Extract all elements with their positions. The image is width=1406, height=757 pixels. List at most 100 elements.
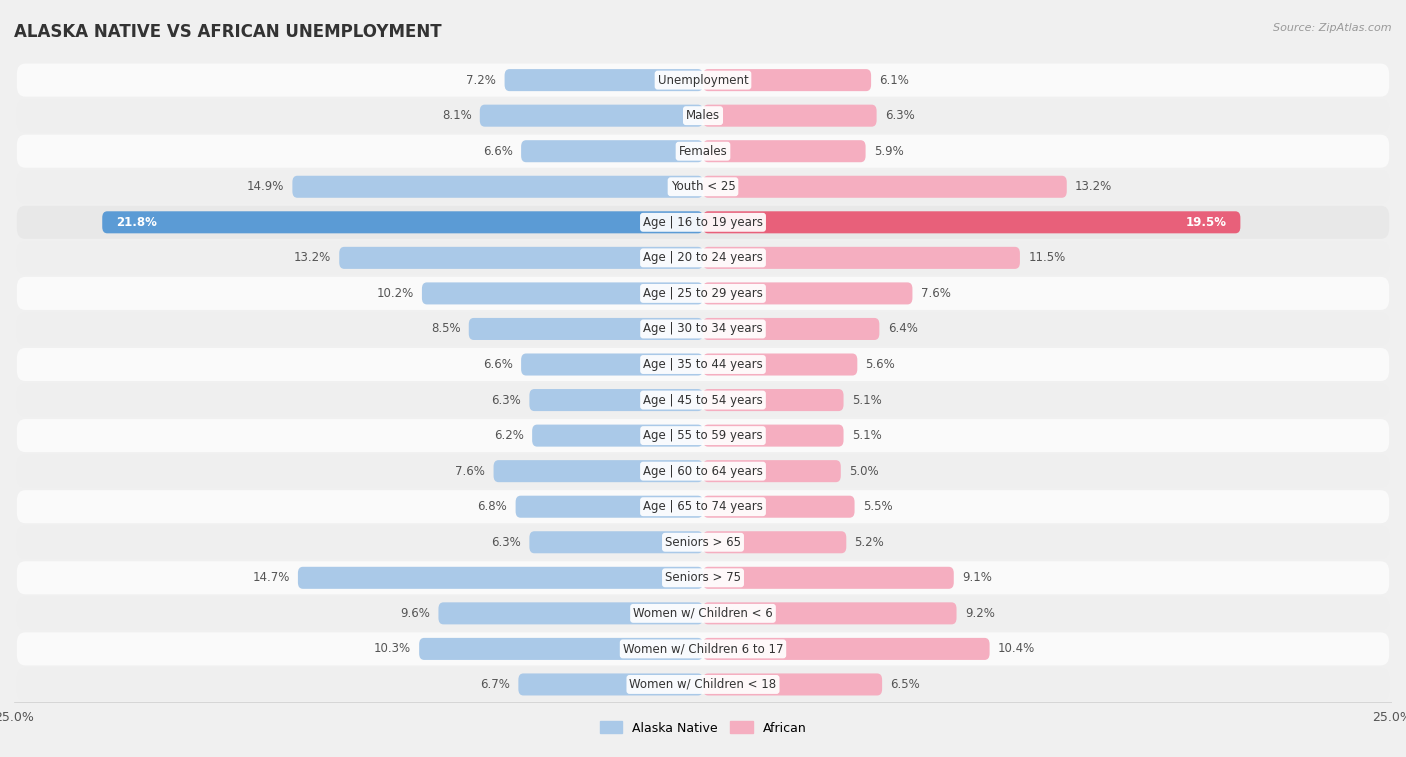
FancyBboxPatch shape [703, 69, 872, 91]
FancyBboxPatch shape [505, 69, 703, 91]
FancyBboxPatch shape [17, 313, 1389, 345]
Text: Age | 30 to 34 years: Age | 30 to 34 years [643, 322, 763, 335]
FancyBboxPatch shape [703, 247, 1019, 269]
Text: 13.2%: 13.2% [1076, 180, 1112, 193]
FancyBboxPatch shape [703, 567, 953, 589]
Text: 5.2%: 5.2% [855, 536, 884, 549]
FancyBboxPatch shape [530, 389, 703, 411]
FancyBboxPatch shape [17, 206, 1389, 239]
Text: 9.2%: 9.2% [965, 607, 994, 620]
FancyBboxPatch shape [703, 282, 912, 304]
FancyBboxPatch shape [17, 64, 1389, 97]
FancyBboxPatch shape [468, 318, 703, 340]
Text: Age | 65 to 74 years: Age | 65 to 74 years [643, 500, 763, 513]
Text: 6.6%: 6.6% [484, 358, 513, 371]
Text: 9.1%: 9.1% [962, 572, 991, 584]
Text: 7.6%: 7.6% [921, 287, 950, 300]
Text: 6.7%: 6.7% [481, 678, 510, 691]
FancyBboxPatch shape [17, 597, 1389, 630]
Text: 5.1%: 5.1% [852, 429, 882, 442]
Text: 5.1%: 5.1% [852, 394, 882, 407]
Text: Males: Males [686, 109, 720, 122]
Text: 6.3%: 6.3% [491, 536, 522, 549]
Text: 5.0%: 5.0% [849, 465, 879, 478]
FancyBboxPatch shape [17, 170, 1389, 204]
FancyBboxPatch shape [703, 460, 841, 482]
Text: Age | 35 to 44 years: Age | 35 to 44 years [643, 358, 763, 371]
Text: ALASKA NATIVE VS AFRICAN UNEMPLOYMENT: ALASKA NATIVE VS AFRICAN UNEMPLOYMENT [14, 23, 441, 41]
Text: 10.2%: 10.2% [377, 287, 413, 300]
Text: 6.1%: 6.1% [879, 73, 910, 86]
Text: 6.5%: 6.5% [890, 678, 920, 691]
FancyBboxPatch shape [439, 603, 703, 625]
Text: Age | 55 to 59 years: Age | 55 to 59 years [643, 429, 763, 442]
Legend: Alaska Native, African: Alaska Native, African [595, 716, 811, 740]
FancyBboxPatch shape [17, 632, 1389, 665]
FancyBboxPatch shape [703, 425, 844, 447]
FancyBboxPatch shape [703, 674, 882, 696]
Text: 10.3%: 10.3% [374, 643, 411, 656]
FancyBboxPatch shape [703, 140, 866, 162]
Text: Women w/ Children < 6: Women w/ Children < 6 [633, 607, 773, 620]
Text: 6.8%: 6.8% [478, 500, 508, 513]
FancyBboxPatch shape [17, 668, 1389, 701]
FancyBboxPatch shape [530, 531, 703, 553]
FancyBboxPatch shape [703, 603, 956, 625]
Text: 14.7%: 14.7% [252, 572, 290, 584]
Text: 11.5%: 11.5% [1028, 251, 1066, 264]
FancyBboxPatch shape [339, 247, 703, 269]
Text: Youth < 25: Youth < 25 [671, 180, 735, 193]
Text: 8.5%: 8.5% [430, 322, 461, 335]
FancyBboxPatch shape [17, 277, 1389, 310]
FancyBboxPatch shape [17, 525, 1389, 559]
Text: Women w/ Children 6 to 17: Women w/ Children 6 to 17 [623, 643, 783, 656]
Text: 7.2%: 7.2% [467, 73, 496, 86]
FancyBboxPatch shape [703, 318, 879, 340]
FancyBboxPatch shape [703, 176, 1067, 198]
FancyBboxPatch shape [17, 99, 1389, 132]
FancyBboxPatch shape [17, 135, 1389, 168]
Text: Females: Females [679, 145, 727, 157]
FancyBboxPatch shape [516, 496, 703, 518]
FancyBboxPatch shape [531, 425, 703, 447]
Text: Age | 20 to 24 years: Age | 20 to 24 years [643, 251, 763, 264]
Text: 7.6%: 7.6% [456, 465, 485, 478]
Text: 5.5%: 5.5% [863, 500, 893, 513]
FancyBboxPatch shape [17, 491, 1389, 523]
Text: 21.8%: 21.8% [117, 216, 157, 229]
FancyBboxPatch shape [103, 211, 703, 233]
FancyBboxPatch shape [479, 104, 703, 126]
FancyBboxPatch shape [703, 531, 846, 553]
Text: 14.9%: 14.9% [246, 180, 284, 193]
FancyBboxPatch shape [17, 384, 1389, 416]
Text: Source: ZipAtlas.com: Source: ZipAtlas.com [1274, 23, 1392, 33]
Text: 6.4%: 6.4% [887, 322, 918, 335]
Text: Age | 16 to 19 years: Age | 16 to 19 years [643, 216, 763, 229]
Text: 5.6%: 5.6% [866, 358, 896, 371]
Text: 6.3%: 6.3% [884, 109, 915, 122]
FancyBboxPatch shape [422, 282, 703, 304]
Text: Seniors > 75: Seniors > 75 [665, 572, 741, 584]
FancyBboxPatch shape [522, 354, 703, 375]
Text: Seniors > 65: Seniors > 65 [665, 536, 741, 549]
Text: Unemployment: Unemployment [658, 73, 748, 86]
Text: 6.2%: 6.2% [494, 429, 524, 442]
Text: 5.9%: 5.9% [875, 145, 904, 157]
Text: 19.5%: 19.5% [1185, 216, 1226, 229]
Text: 9.6%: 9.6% [401, 607, 430, 620]
FancyBboxPatch shape [703, 496, 855, 518]
FancyBboxPatch shape [519, 674, 703, 696]
FancyBboxPatch shape [17, 561, 1389, 594]
Text: Age | 45 to 54 years: Age | 45 to 54 years [643, 394, 763, 407]
FancyBboxPatch shape [17, 455, 1389, 488]
Text: Women w/ Children < 18: Women w/ Children < 18 [630, 678, 776, 691]
Text: Age | 60 to 64 years: Age | 60 to 64 years [643, 465, 763, 478]
FancyBboxPatch shape [419, 638, 703, 660]
FancyBboxPatch shape [17, 419, 1389, 452]
Text: 13.2%: 13.2% [294, 251, 330, 264]
FancyBboxPatch shape [298, 567, 703, 589]
FancyBboxPatch shape [17, 241, 1389, 274]
Text: 6.6%: 6.6% [484, 145, 513, 157]
FancyBboxPatch shape [703, 638, 990, 660]
FancyBboxPatch shape [494, 460, 703, 482]
